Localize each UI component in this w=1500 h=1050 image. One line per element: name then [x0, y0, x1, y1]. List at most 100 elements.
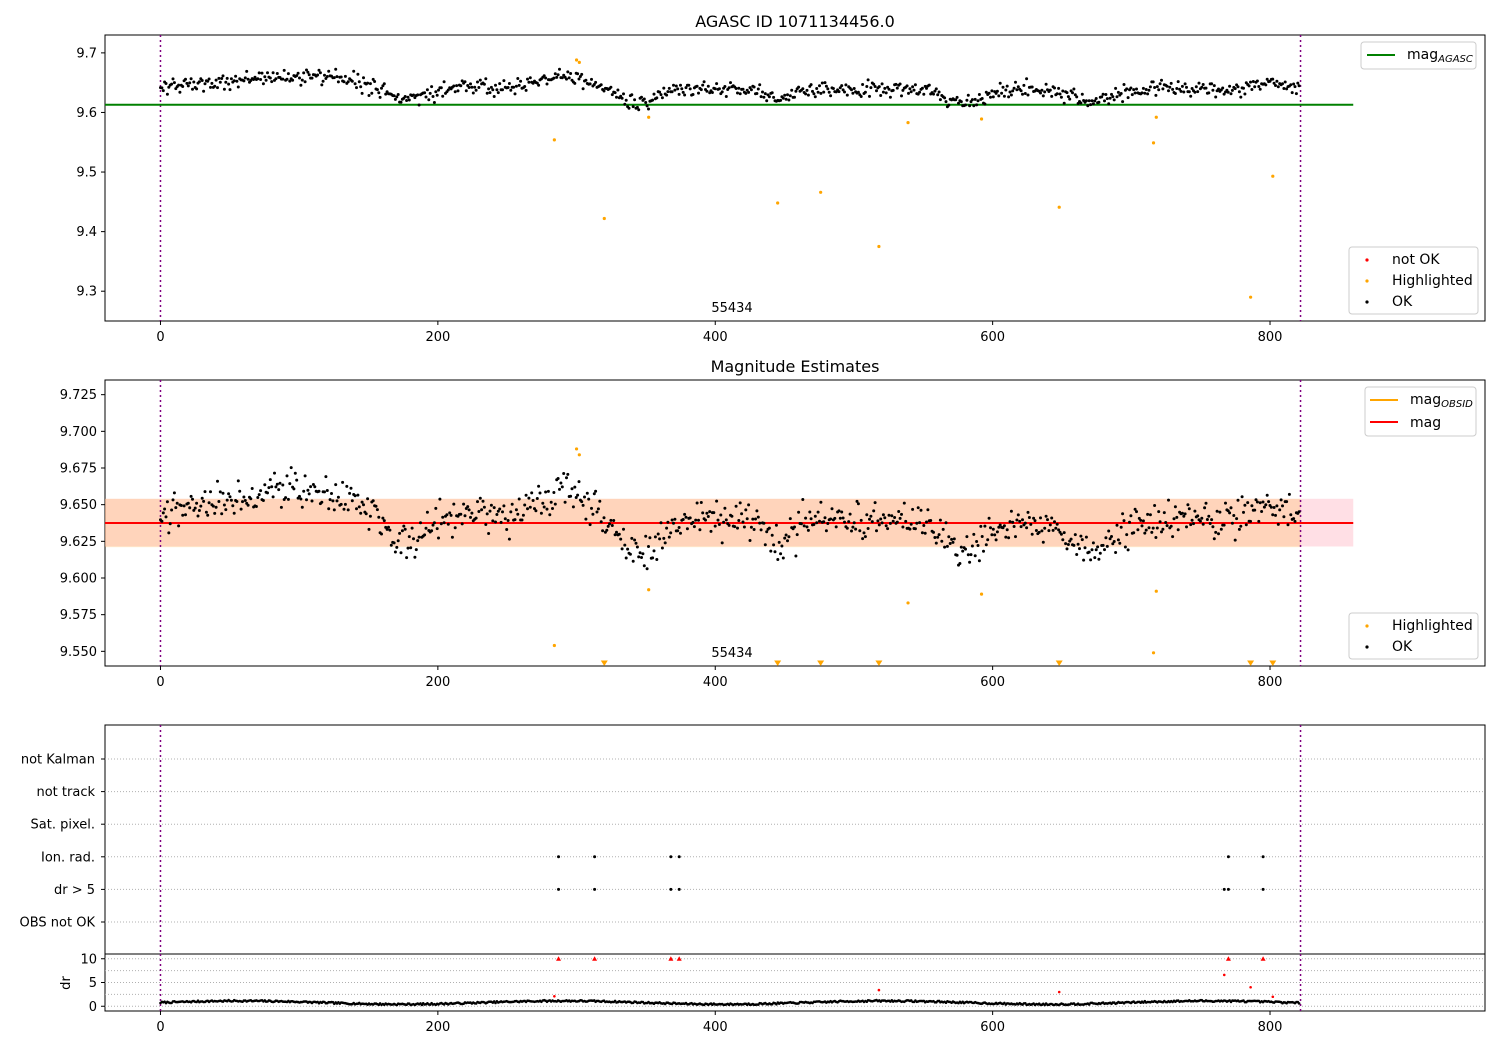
ok-point — [1065, 547, 1069, 551]
ok-point — [944, 100, 948, 104]
ok-point — [368, 82, 372, 86]
ok-point — [241, 500, 244, 504]
highlighted-offscale-marker — [875, 660, 883, 666]
ok-point — [773, 550, 777, 554]
ok-point — [228, 88, 232, 92]
ok-point — [1208, 522, 1212, 525]
ok-point — [866, 78, 870, 82]
ok-point — [1055, 522, 1059, 526]
ok-point — [662, 86, 666, 90]
ok-point — [850, 529, 853, 533]
ok-point — [1171, 87, 1175, 91]
ok-point — [815, 87, 819, 90]
ok-point — [565, 77, 568, 81]
ok-point — [662, 536, 666, 540]
panel2-ytick-label: 9.575 — [60, 608, 97, 623]
ok-point — [1027, 516, 1031, 519]
ok-point — [295, 478, 299, 482]
ok-point — [837, 509, 841, 513]
highlighted-point — [1151, 141, 1156, 145]
ok-point — [196, 514, 200, 518]
ok-point — [318, 71, 322, 75]
ok-point — [562, 472, 566, 475]
ok-point — [741, 87, 745, 91]
ok-point — [439, 522, 443, 526]
ok-point — [1022, 83, 1026, 87]
ok-point — [481, 499, 485, 503]
ok-point — [464, 89, 468, 93]
ok-point — [277, 488, 281, 492]
ok-point — [1025, 526, 1029, 530]
ok-point — [1094, 97, 1098, 100]
ok-point — [1119, 92, 1123, 95]
ok-point — [416, 539, 420, 543]
ok-point — [1271, 513, 1275, 517]
ok-point — [856, 502, 860, 506]
ok-point — [1066, 95, 1070, 99]
ok-point — [1097, 557, 1101, 561]
ok-point — [659, 93, 663, 97]
ok-point — [505, 528, 509, 531]
ok-point — [1091, 102, 1095, 106]
ok-point — [430, 85, 434, 89]
panel1-xtick-label: 200 — [425, 330, 450, 345]
ok-point — [565, 476, 568, 480]
ok-point — [841, 516, 845, 520]
ok-point — [552, 76, 556, 80]
ok-point — [160, 86, 164, 90]
flag-category-label: not Kalman — [21, 753, 95, 768]
legend-not-ok-marker — [1365, 258, 1369, 262]
ok-point — [951, 540, 955, 544]
ok-point — [1034, 529, 1038, 532]
ok-point — [355, 507, 358, 511]
ok-point — [893, 516, 897, 519]
ok-point — [171, 498, 175, 502]
ok-point — [346, 508, 350, 512]
ok-point — [192, 508, 196, 512]
ok-point — [320, 83, 324, 87]
ok-point — [644, 534, 648, 538]
ok-point — [1201, 83, 1205, 86]
ok-point — [435, 527, 439, 531]
ok-point — [450, 535, 454, 539]
ok-point — [1260, 510, 1264, 513]
ok-point — [576, 493, 580, 497]
ok-point — [1086, 104, 1090, 108]
ok-point — [1217, 532, 1220, 536]
ok-point — [1105, 544, 1109, 548]
ok-point — [218, 80, 222, 84]
ok-point — [829, 94, 833, 98]
ok-point — [1190, 518, 1194, 522]
ok-point — [1033, 519, 1037, 523]
ok-point — [1048, 523, 1052, 527]
ok-point — [1237, 527, 1241, 531]
panel2-ytick-label: 9.675 — [60, 462, 97, 477]
ok-point — [284, 496, 288, 500]
ok-point — [485, 91, 489, 95]
ok-point — [1154, 93, 1158, 97]
ok-point — [1264, 503, 1268, 507]
ok-point — [537, 484, 541, 488]
ok-point — [727, 86, 731, 90]
ok-point — [763, 92, 767, 96]
ok-point — [559, 481, 563, 485]
ok-point — [653, 535, 657, 539]
ok-point — [1230, 521, 1234, 525]
ok-point — [288, 482, 292, 486]
ok-point — [366, 497, 370, 501]
ok-point — [863, 535, 867, 539]
ok-point — [681, 518, 685, 521]
ok-point — [181, 513, 185, 517]
ok-point — [316, 73, 320, 77]
dr-high-point — [1222, 973, 1226, 977]
ok-point — [673, 88, 677, 92]
ok-point — [186, 501, 190, 505]
ok-point — [488, 91, 492, 95]
flag-point — [669, 855, 673, 859]
ok-point — [1029, 522, 1033, 526]
ok-point — [1007, 536, 1011, 540]
ok-point — [209, 85, 212, 89]
ok-point — [781, 96, 785, 100]
ok-point — [503, 517, 507, 521]
legend-not-ok-label: not OK — [1392, 252, 1440, 268]
